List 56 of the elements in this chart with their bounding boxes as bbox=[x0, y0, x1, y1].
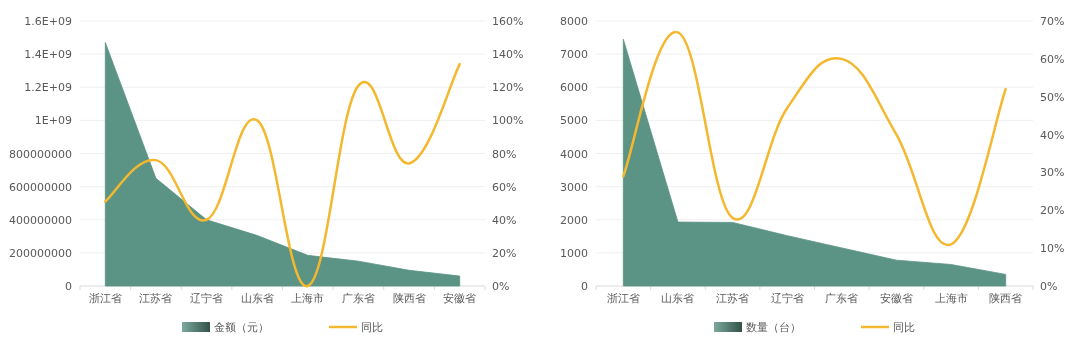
x-tick-label: 辽宁省 bbox=[190, 292, 224, 305]
y-tick-label: 200000000 bbox=[9, 246, 72, 260]
y-tick-label: 1.6E+09 bbox=[24, 15, 72, 28]
x-tick-label: 陕西省 bbox=[989, 292, 1023, 305]
y2-tick-label: 60% bbox=[1040, 52, 1065, 66]
y2-tick-label: 80% bbox=[492, 147, 517, 161]
y2-tick-label: 20% bbox=[492, 246, 517, 260]
y-tick-label: 1.4E+09 bbox=[24, 48, 72, 62]
x-tick-label: 上海市 bbox=[291, 292, 325, 305]
y2-tick-label: 30% bbox=[1040, 166, 1065, 180]
x-tick-label: 安徽省 bbox=[443, 292, 477, 305]
x-tick-label: 辽宁省 bbox=[770, 292, 804, 305]
y-tick-label: 8000 bbox=[560, 15, 588, 28]
y2-tick-label: 100% bbox=[492, 114, 524, 128]
y2-tick-label: 70% bbox=[1040, 15, 1065, 28]
x-tick-label: 广东省 bbox=[825, 292, 859, 305]
x-tick-label: 浙江省 bbox=[88, 292, 122, 305]
y-tick-label: 4000 bbox=[560, 147, 588, 161]
y2-tick-label: 10% bbox=[1040, 242, 1065, 256]
x-tick-label: 山东省 bbox=[240, 292, 274, 305]
y-tick-label: 800000000 bbox=[9, 147, 72, 161]
y-tick-label: 0 bbox=[581, 280, 588, 293]
y2-tick-label: 0% bbox=[492, 280, 510, 293]
line-series bbox=[622, 31, 1007, 246]
y-tick-label: 5000 bbox=[560, 114, 588, 128]
y-tick-label: 1E+09 bbox=[34, 114, 72, 128]
y-tick-label: 7000 bbox=[560, 48, 588, 62]
x-tick-label: 江苏省 bbox=[139, 292, 173, 305]
x-tick-label: 安徽省 bbox=[879, 292, 913, 305]
y-tick-label: 1000 bbox=[560, 246, 588, 260]
legend-label: 同比 bbox=[361, 321, 383, 334]
y2-tick-label: 20% bbox=[1040, 204, 1065, 218]
x-tick-label: 上海市 bbox=[934, 292, 968, 305]
y2-tick-label: 40% bbox=[492, 213, 517, 227]
legend-label: 数量（台） bbox=[746, 321, 801, 334]
x-tick-label: 陕西省 bbox=[392, 292, 426, 305]
y2-tick-label: 60% bbox=[492, 180, 517, 194]
x-tick-label: 江苏省 bbox=[716, 292, 750, 305]
x-tick-label: 山东省 bbox=[661, 292, 695, 305]
y2-tick-label: 0% bbox=[1040, 280, 1058, 293]
y2-tick-label: 40% bbox=[1040, 128, 1065, 142]
y-tick-label: 2000 bbox=[560, 213, 588, 227]
y2-tick-label: 120% bbox=[492, 81, 524, 95]
x-tick-label: 浙江省 bbox=[606, 292, 640, 305]
legend-label: 金额（元） bbox=[214, 321, 269, 334]
legend-label: 同比 bbox=[893, 321, 915, 334]
x-tick-label: 广东省 bbox=[341, 292, 375, 305]
y-tick-label: 3000 bbox=[560, 180, 588, 194]
y-tick-label: 600000000 bbox=[9, 180, 72, 194]
y2-tick-label: 160% bbox=[492, 15, 524, 28]
y-tick-label: 1.2E+09 bbox=[24, 81, 72, 95]
y-tick-label: 0 bbox=[65, 280, 72, 293]
y-tick-label: 6000 bbox=[560, 81, 588, 95]
y-tick-label: 400000000 bbox=[9, 213, 72, 227]
y2-tick-label: 140% bbox=[492, 48, 524, 62]
y2-tick-label: 50% bbox=[1040, 90, 1065, 104]
